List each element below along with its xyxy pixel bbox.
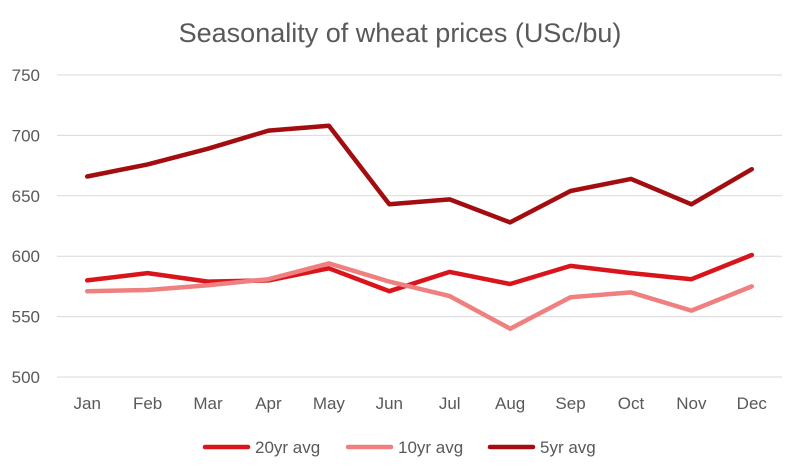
x-tick-label: Nov xyxy=(676,394,707,413)
y-tick-label: 600 xyxy=(12,247,40,266)
x-tick-label: Mar xyxy=(193,394,223,413)
y-tick-label: 750 xyxy=(12,66,40,85)
y-tick-label: 550 xyxy=(12,308,40,327)
gridlines xyxy=(57,74,782,378)
legend-label: 20yr avg xyxy=(255,438,320,457)
x-axis-tick-labels: Jan Feb Mar Apr May Jun Jul Aug Sep Oct Nov Dec xyxy=(73,394,767,413)
x-tick-label: Dec xyxy=(737,394,768,413)
y-tick-label: 700 xyxy=(12,126,40,145)
series-lines xyxy=(84,123,755,331)
x-tick-label: Sep xyxy=(555,394,585,413)
y-tick-label: 500 xyxy=(12,368,40,387)
x-tick-label: Jan xyxy=(73,394,100,413)
x-tick-label: Aug xyxy=(495,394,525,413)
y-axis-tick-labels: 500 550 600 650 700 750 xyxy=(12,66,40,387)
series-line-5yr-avg xyxy=(84,123,755,225)
series-line-20yr-avg xyxy=(84,252,755,294)
x-tick-label: Apr xyxy=(255,394,282,413)
legend-label: 5yr avg xyxy=(540,438,596,457)
legend-label: 10yr avg xyxy=(398,438,463,457)
x-tick-label: May xyxy=(313,394,346,413)
y-tick-label: 650 xyxy=(12,187,40,206)
x-tick-label: Jul xyxy=(439,394,461,413)
chart-title: Seasonality of wheat prices (USc/bu) xyxy=(179,18,622,48)
legend: 20yr avg 10yr avg 5yr avg xyxy=(202,438,596,457)
series-line-10yr-avg xyxy=(84,261,755,331)
x-tick-label: Oct xyxy=(618,394,645,413)
x-tick-label: Feb xyxy=(133,394,162,413)
x-tick-label: Jun xyxy=(376,394,403,413)
